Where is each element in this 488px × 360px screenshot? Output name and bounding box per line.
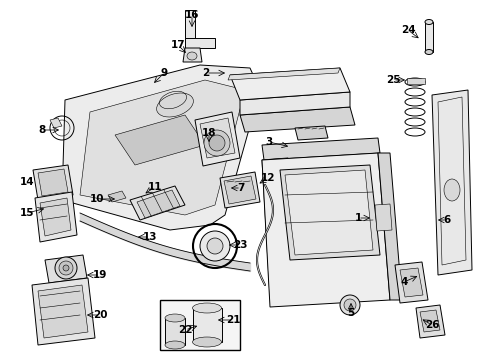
Text: 18: 18 bbox=[202, 128, 216, 138]
Polygon shape bbox=[184, 10, 195, 38]
Polygon shape bbox=[62, 65, 260, 230]
Polygon shape bbox=[33, 165, 73, 200]
Circle shape bbox=[55, 257, 77, 279]
Polygon shape bbox=[424, 22, 432, 52]
Polygon shape bbox=[229, 68, 349, 100]
Text: 1: 1 bbox=[354, 213, 361, 223]
Ellipse shape bbox=[192, 337, 221, 347]
Text: 16: 16 bbox=[184, 10, 199, 20]
Text: 22: 22 bbox=[177, 325, 192, 335]
Polygon shape bbox=[220, 172, 260, 208]
Polygon shape bbox=[374, 204, 391, 231]
Text: 8: 8 bbox=[38, 125, 45, 135]
Polygon shape bbox=[50, 118, 62, 128]
Polygon shape bbox=[137, 190, 180, 218]
Ellipse shape bbox=[192, 303, 221, 313]
Polygon shape bbox=[262, 138, 379, 160]
Polygon shape bbox=[32, 278, 95, 345]
Text: 20: 20 bbox=[93, 310, 107, 320]
Circle shape bbox=[203, 130, 229, 156]
Polygon shape bbox=[160, 300, 240, 350]
Text: 21: 21 bbox=[225, 315, 240, 325]
Polygon shape bbox=[183, 48, 202, 62]
Text: 2: 2 bbox=[202, 68, 209, 78]
Polygon shape bbox=[115, 115, 204, 165]
Polygon shape bbox=[415, 305, 444, 338]
Text: 23: 23 bbox=[232, 240, 247, 250]
Polygon shape bbox=[195, 112, 240, 166]
Text: 26: 26 bbox=[424, 320, 438, 330]
Polygon shape bbox=[164, 318, 184, 345]
Polygon shape bbox=[262, 153, 389, 307]
Polygon shape bbox=[200, 118, 235, 158]
Circle shape bbox=[206, 238, 223, 254]
Polygon shape bbox=[108, 191, 126, 202]
Text: 6: 6 bbox=[443, 215, 450, 225]
Ellipse shape bbox=[164, 314, 184, 322]
Text: 7: 7 bbox=[237, 183, 244, 193]
Polygon shape bbox=[38, 285, 88, 338]
Polygon shape bbox=[285, 170, 372, 255]
Polygon shape bbox=[294, 126, 327, 140]
Polygon shape bbox=[193, 308, 222, 342]
Polygon shape bbox=[130, 186, 184, 220]
Text: 12: 12 bbox=[260, 173, 275, 183]
Circle shape bbox=[339, 295, 359, 315]
Ellipse shape bbox=[424, 49, 432, 54]
Text: 17: 17 bbox=[170, 40, 185, 50]
Circle shape bbox=[208, 135, 224, 151]
Polygon shape bbox=[262, 158, 294, 297]
Polygon shape bbox=[227, 68, 339, 80]
Text: 11: 11 bbox=[147, 182, 162, 192]
Polygon shape bbox=[394, 262, 427, 303]
Text: 15: 15 bbox=[20, 208, 34, 218]
Polygon shape bbox=[38, 169, 68, 196]
Ellipse shape bbox=[164, 341, 184, 349]
Text: 3: 3 bbox=[265, 137, 272, 147]
Circle shape bbox=[63, 265, 69, 271]
Polygon shape bbox=[240, 92, 349, 115]
Text: 9: 9 bbox=[160, 68, 167, 78]
Text: 14: 14 bbox=[20, 177, 34, 187]
Text: 10: 10 bbox=[90, 194, 104, 204]
Polygon shape bbox=[45, 255, 87, 283]
Polygon shape bbox=[419, 310, 439, 332]
Circle shape bbox=[200, 231, 229, 261]
Polygon shape bbox=[240, 107, 354, 132]
Polygon shape bbox=[40, 198, 71, 236]
Text: 13: 13 bbox=[142, 232, 157, 242]
Polygon shape bbox=[80, 80, 244, 215]
Ellipse shape bbox=[186, 52, 197, 60]
Text: 24: 24 bbox=[400, 25, 414, 35]
Circle shape bbox=[343, 299, 355, 311]
Circle shape bbox=[59, 261, 73, 275]
Text: 4: 4 bbox=[400, 277, 407, 287]
Text: 5: 5 bbox=[346, 308, 354, 318]
Polygon shape bbox=[280, 165, 379, 260]
Ellipse shape bbox=[424, 19, 432, 24]
Polygon shape bbox=[377, 153, 401, 300]
Polygon shape bbox=[406, 78, 424, 84]
Text: 25: 25 bbox=[385, 75, 400, 85]
Ellipse shape bbox=[443, 179, 459, 201]
Polygon shape bbox=[35, 192, 77, 242]
Polygon shape bbox=[399, 268, 422, 297]
Polygon shape bbox=[431, 90, 471, 275]
Polygon shape bbox=[184, 38, 215, 48]
Text: 19: 19 bbox=[93, 270, 107, 280]
Ellipse shape bbox=[156, 93, 193, 117]
Polygon shape bbox=[224, 176, 256, 204]
